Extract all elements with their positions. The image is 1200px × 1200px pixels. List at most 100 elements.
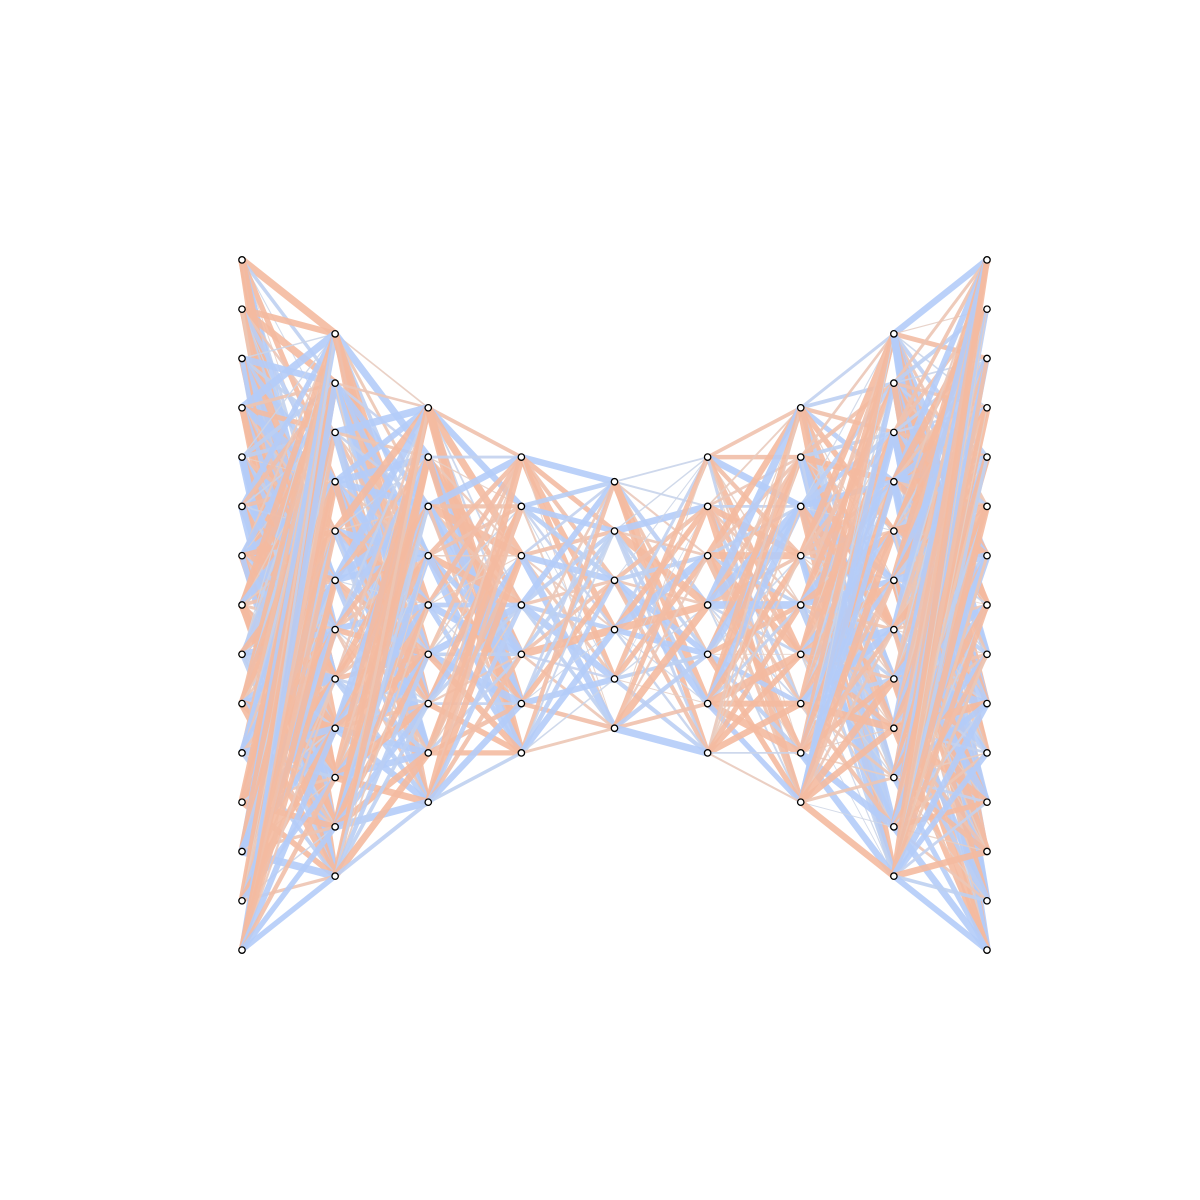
node [983, 256, 991, 264]
node [983, 650, 991, 659]
node [238, 453, 246, 461]
edge [333, 653, 431, 878]
edge [520, 479, 616, 509]
edge [892, 653, 989, 877]
node [610, 675, 619, 683]
edge [706, 407, 802, 508]
edge [891, 358, 990, 877]
node [796, 601, 805, 609]
edge [331, 456, 432, 877]
edge [426, 454, 523, 510]
nodes [238, 256, 991, 954]
node [890, 822, 898, 831]
node [983, 847, 991, 856]
edge [334, 407, 430, 631]
edge [798, 725, 896, 805]
edges [238, 256, 991, 953]
edge [520, 530, 616, 754]
node [796, 798, 805, 807]
node [238, 798, 246, 807]
node [983, 749, 991, 757]
edge [519, 481, 617, 754]
edge [893, 848, 988, 880]
node [703, 749, 712, 757]
node [796, 551, 805, 560]
edge [800, 801, 894, 828]
edge [612, 456, 710, 680]
node [331, 477, 339, 486]
node [983, 502, 991, 511]
edge [704, 406, 805, 607]
node [890, 724, 898, 733]
node [331, 724, 339, 733]
edge [334, 404, 430, 437]
node [890, 527, 898, 535]
edge [893, 407, 988, 877]
edge [519, 579, 617, 754]
edge [891, 604, 990, 877]
node [983, 946, 991, 954]
node [238, 354, 246, 363]
node [890, 329, 898, 338]
edge [520, 453, 616, 485]
edge [333, 702, 430, 878]
node [517, 601, 526, 609]
edge [705, 603, 803, 755]
node [796, 749, 805, 757]
node [610, 477, 619, 486]
edge [518, 627, 617, 755]
edge [331, 406, 432, 583]
edge [892, 259, 989, 434]
node [238, 650, 246, 659]
edge [334, 555, 429, 877]
node [796, 453, 805, 461]
edge [519, 479, 617, 607]
node [424, 749, 433, 757]
edge [705, 407, 804, 705]
edge [890, 505, 991, 877]
edge [427, 406, 523, 459]
edge [241, 306, 336, 337]
node [331, 822, 339, 831]
node [517, 453, 526, 461]
edge [520, 678, 615, 754]
edge [520, 481, 616, 705]
node [331, 872, 339, 881]
node [517, 749, 526, 757]
edge [240, 678, 337, 951]
edge [892, 873, 989, 953]
node [703, 650, 712, 659]
node [983, 896, 991, 905]
edge [333, 407, 430, 680]
edge [799, 579, 896, 803]
edge [798, 799, 896, 879]
node [331, 527, 339, 535]
node [796, 650, 805, 659]
node [983, 699, 991, 708]
node [517, 502, 526, 511]
node [331, 379, 339, 387]
edge [614, 456, 709, 532]
edge [332, 405, 432, 534]
node [890, 872, 898, 881]
node [890, 428, 898, 437]
edge [241, 333, 336, 360]
node [331, 625, 339, 634]
node [238, 403, 246, 412]
edge [613, 555, 709, 729]
edge [614, 456, 709, 729]
edge [891, 751, 990, 878]
edge [799, 333, 895, 458]
node [424, 601, 433, 609]
node [331, 675, 339, 683]
node [238, 305, 246, 314]
node [610, 625, 619, 634]
edge [332, 750, 431, 879]
node [890, 379, 898, 387]
edge [333, 800, 430, 878]
node [796, 699, 805, 708]
node [703, 699, 712, 708]
edge [334, 333, 429, 409]
edge [613, 456, 709, 631]
node [703, 502, 712, 511]
